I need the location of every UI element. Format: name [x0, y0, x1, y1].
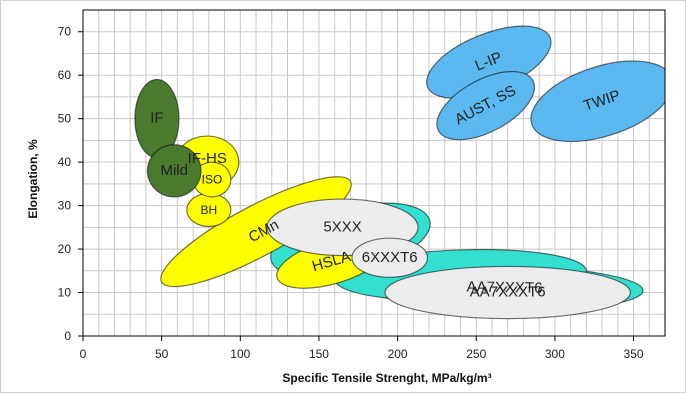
axes: 0 50 100 150 200 250 300 350 0 10 20 30 40 50 60 70 — [58, 9, 666, 361]
y-tick-label: 10 — [58, 286, 72, 300]
y-tick-label: 60 — [58, 68, 72, 82]
y-tick-label: 30 — [58, 199, 72, 213]
y-axis-title: Elongation, % — [26, 139, 40, 219]
x-tick-label: 250 — [466, 347, 486, 361]
x-tick-label: 350 — [624, 347, 644, 361]
region-label-bh: BH — [201, 203, 218, 217]
region-label-if-hs: IF-HS — [188, 150, 227, 167]
region-label-aa7xxxt6: AA7XXXT6 — [470, 284, 546, 301]
y-tick-label: 50 — [58, 112, 72, 126]
region-ellipse-aa7xxxt6 — [384, 265, 631, 320]
region-ellipse-6xxxt6 — [351, 237, 429, 278]
region-label-aa7xxxt6: AA7XXXT6 — [466, 279, 542, 297]
x-tick-label: 200 — [388, 347, 408, 361]
region-label-if: IF — [150, 110, 163, 127]
region-ellipse-twip — [530, 60, 665, 143]
region-label-5xxx: 5XXX — [323, 218, 361, 235]
region-ellipse-aust-ss — [436, 70, 536, 141]
plot-frame — [82, 9, 666, 337]
material-regions — [134, 25, 665, 320]
y-tick-label: 20 — [58, 242, 72, 256]
x-tick-label: 300 — [545, 347, 565, 361]
y-tick-label: 0 — [64, 329, 71, 343]
region-label-6xxxt6: 6XXXT6 — [362, 249, 418, 266]
x-tick-label: 0 — [80, 347, 87, 361]
y-tick-label: 40 — [58, 155, 72, 169]
y-tick-label: 70 — [58, 25, 72, 39]
x-tick-label: 50 — [155, 347, 169, 361]
region-ellipse-mild — [146, 144, 202, 198]
x-tick-label: 100 — [230, 347, 250, 361]
region-label-iso: ISO — [202, 173, 223, 187]
x-axis-title: Specific Tensile Strenght, MPa/kg/m³ — [282, 371, 491, 385]
region-label-mild: Mild — [160, 162, 188, 179]
x-tick-label: 150 — [309, 347, 329, 361]
